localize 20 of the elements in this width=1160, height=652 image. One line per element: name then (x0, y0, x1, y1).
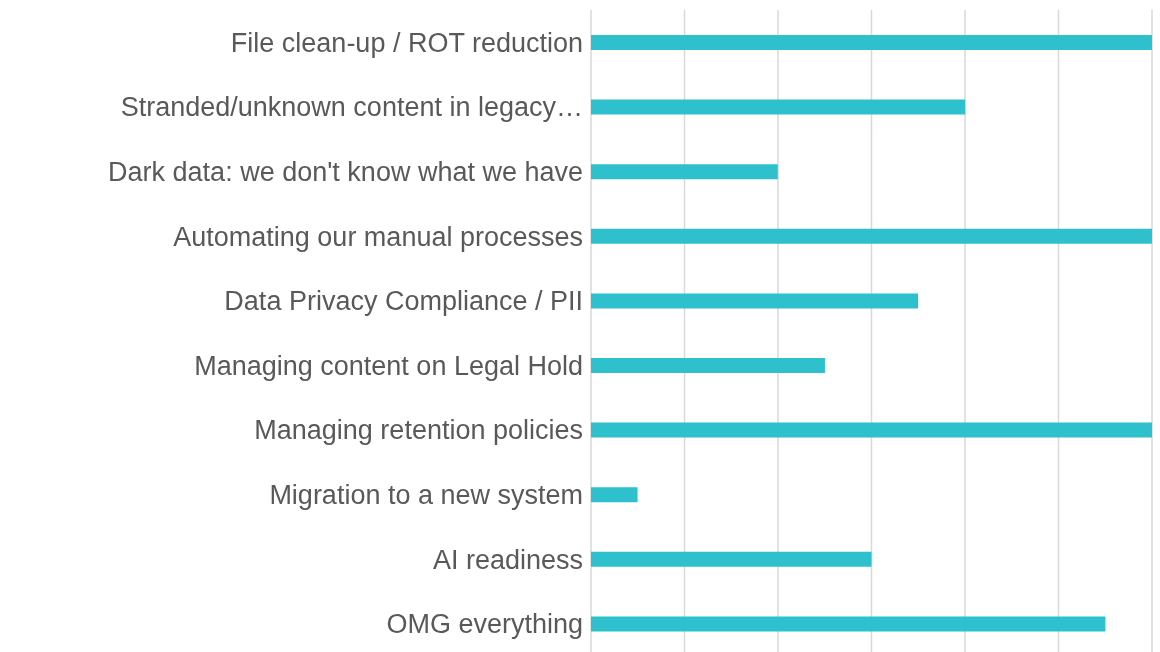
bar (591, 35, 1152, 50)
bar (591, 616, 1106, 632)
y-tick-label: Dark data: we don't know what we have (108, 157, 583, 188)
y-tick-label: OMG everything (386, 609, 583, 640)
y-tick-label: Data Privacy Compliance / PII (224, 286, 583, 317)
y-tick-label: AI readiness (432, 544, 583, 575)
bar (591, 99, 966, 115)
bar (591, 551, 872, 567)
y-tick-label: Managing retention policies (254, 415, 583, 446)
y-tick-label: Migration to a new system (269, 480, 583, 511)
bar (591, 228, 1152, 244)
bar (591, 358, 825, 373)
bar (591, 293, 919, 309)
bar (591, 164, 778, 180)
y-tick-label: Stranded/unknown content in legacy… (120, 92, 583, 123)
bar (591, 422, 1152, 438)
y-tick-label: File clean-up / ROT reduction (230, 27, 583, 58)
y-tick-label: Automating our manual processes (173, 221, 583, 252)
bar (591, 487, 638, 503)
y-tick-label: Managing content on Legal Hold (194, 350, 583, 381)
